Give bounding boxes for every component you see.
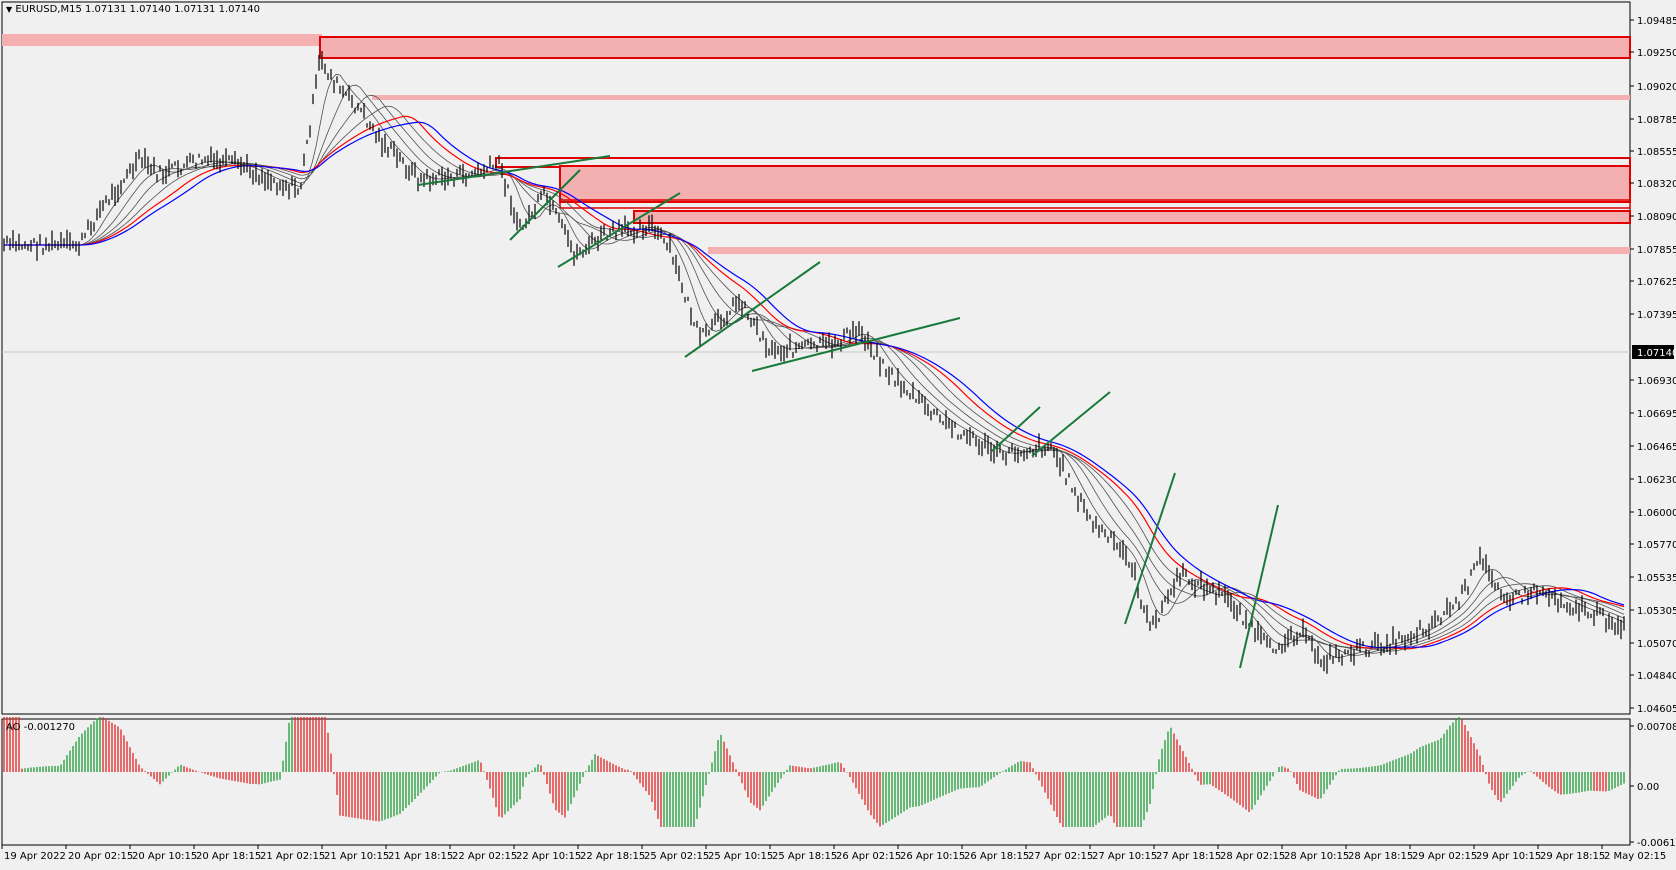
time-tick-label: 21 Apr 02:15 [260,851,325,862]
price-tick-label: 1.06695 [1637,409,1676,420]
time-tick-label: 22 Apr 10:15 [516,851,581,862]
zone-5-0809[interactable] [633,210,1631,224]
zone-3-0832[interactable] [559,165,1631,203]
price-tick-label: 1.09485 [1637,16,1676,27]
trend-line[interactable] [1239,504,1279,669]
zone-4-0812[interactable] [559,199,1631,209]
supply-zones [2,34,1631,254]
price-tick-label: 1.09250 [1637,48,1676,59]
trend-lines[interactable] [417,155,1279,669]
time-tick-label: 29 Apr 02:15 [1412,851,1477,862]
price-tick-label: 1.05535 [1637,573,1676,584]
ma-blue [4,121,1625,649]
price-bars [3,51,1625,674]
main-chart-pane[interactable] [1,1,1631,715]
price-tick-label: 1.08320 [1637,179,1676,190]
time-tick-label: 29 Apr 18:15 [1540,851,1605,862]
trend-line[interactable] [417,155,611,186]
time-tick-label: 22 Apr 02:15 [452,851,517,862]
time-tick-label: 26 Apr 10:15 [900,851,965,862]
price-tick-label: 1.06000 [1637,508,1676,519]
trend-line[interactable] [1031,391,1111,457]
ao-scale: 0.007082 0.00 -0.006196 [1630,722,1676,849]
price-tick-label: 1.05305 [1637,606,1676,617]
time-tick-label: 28 Apr 10:15 [1284,851,1349,862]
time-tick-label: 26 Apr 02:15 [836,851,901,862]
ao-tick-label: -0.006196 [1637,838,1676,849]
price-tick-label: 1.08785 [1637,115,1676,126]
time-tick-label: 29 Apr 10:15 [1476,851,1541,862]
zone-band-top-left [2,34,322,46]
price-tick-label: 1.06230 [1637,475,1676,486]
time-tick-label: 21 Apr 10:15 [324,851,389,862]
trend-line[interactable] [1124,472,1176,625]
price-tick-label: 1.07625 [1637,277,1676,288]
triangle-down-icon[interactable]: ▼ [6,5,13,14]
trend-line[interactable] [557,192,681,268]
ao-tick-label: 0.00 [1637,782,1659,793]
time-tick-label: 21 Apr 18:15 [388,851,453,862]
zone-band-1-0786 [708,247,1630,254]
time-tick-label: 2 May 02:15 [1604,851,1666,862]
time-tick-label: 28 Apr 02:15 [1220,851,1285,862]
time-tick-label: 27 Apr 18:15 [1156,851,1221,862]
time-tick-label: 20 Apr 02:15 [68,851,133,862]
time-tick-label: 26 Apr 18:15 [964,851,1029,862]
current-price-marker: 1.07140 [1632,345,1676,359]
ao-label: AO -0.001270 [6,722,76,733]
price-tick-label: 1.07855 [1637,245,1676,256]
time-tick-label: 22 Apr 18:15 [580,851,645,862]
ao-indicator-pane[interactable] [1,718,1631,846]
zone-1-09250[interactable] [319,36,1631,59]
ao-histogram [3,717,1625,827]
price-tick-label: 1.09020 [1637,82,1676,93]
time-tick-label: 19 Apr 2022 [4,851,66,862]
symbol-label: EURUSD,M15 1.07131 1.07140 1.07131 1.071… [15,4,260,15]
zone-band-1-090 [372,95,1630,100]
trend-line[interactable] [509,169,581,241]
time-tick-label: 27 Apr 02:15 [1028,851,1093,862]
price-tick-label: 1.06930 [1637,376,1676,387]
time-tick-label: 20 Apr 18:15 [196,851,261,862]
time-tick-label: 28 Apr 18:15 [1348,851,1413,862]
symbol-info: ▼ EURUSD,M15 1.07131 1.07140 1.07131 1.0… [6,4,260,15]
trend-line[interactable] [751,317,961,372]
time-tick-label: 25 Apr 18:15 [772,851,837,862]
time-tick-label: 25 Apr 10:15 [708,851,773,862]
current-price-label: 1.07140 [1637,348,1676,359]
price-tick-label: 1.06465 [1637,442,1676,453]
price-tick-label: 1.07395 [1637,310,1676,321]
price-tick-label: 1.04840 [1637,671,1676,682]
time-tick-label: 25 Apr 02:15 [644,851,709,862]
price-tick-label: 1.08555 [1637,147,1676,158]
price-tick-label: 1.05770 [1637,540,1676,551]
price-scale[interactable]: 1.09485 1.09250 1.09020 1.08785 1.08555 1.083… [1630,16,1676,715]
price-tick-label: 1.04605 [1637,704,1676,715]
time-tick-label: 27 Apr 10:15 [1092,851,1157,862]
price-tick-label: 1.08090 [1637,212,1676,223]
time-tick-label: 20 Apr 10:15 [132,851,197,862]
ao-tick-label: 0.007082 [1637,722,1676,733]
trend-line[interactable] [684,261,821,358]
price-tick-label: 1.05070 [1637,639,1676,650]
trend-line[interactable] [991,406,1041,452]
